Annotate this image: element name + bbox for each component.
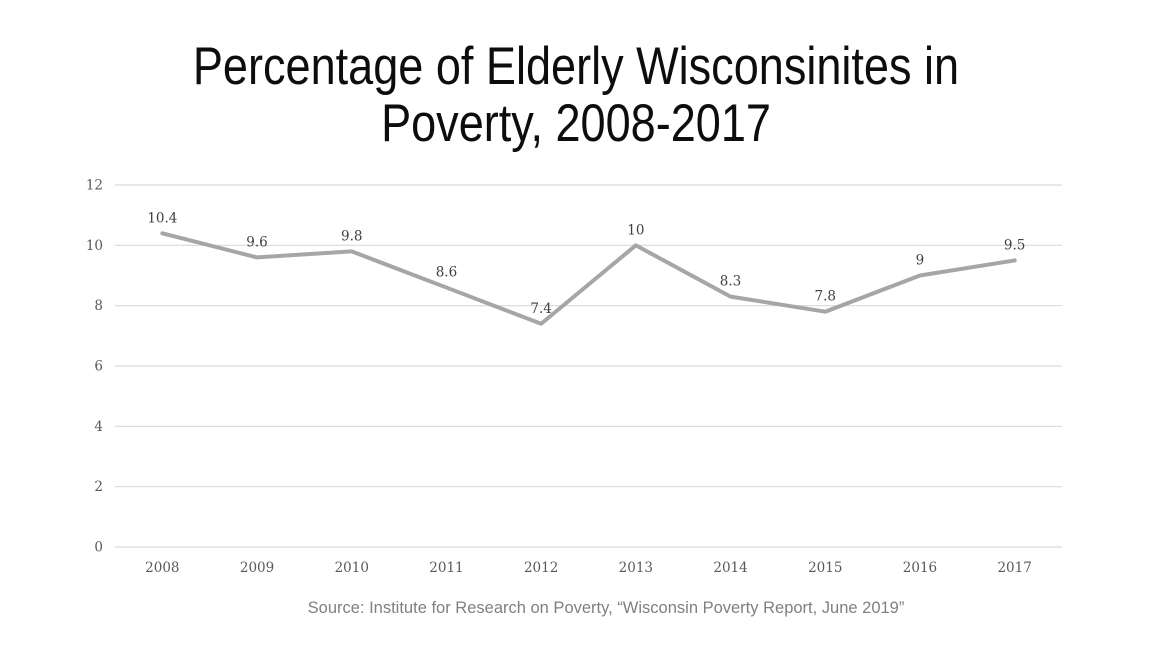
data-point-label: 8.3	[720, 274, 741, 290]
data-point-label: 7.4	[530, 301, 551, 317]
y-axis-tick-label: 6	[94, 359, 103, 375]
series-line	[160, 231, 1017, 326]
x-axis-tick-label: 2010	[335, 560, 369, 576]
x-axis-tick-label: 2013	[619, 560, 653, 576]
y-axis-tick-label: 2	[94, 479, 103, 495]
chart-title-line-1: Percentage of Elderly Wisconsinites in	[192, 37, 960, 96]
x-axis-tick-label: 2011	[429, 560, 463, 576]
x-axis-tick-label: 2014	[713, 560, 747, 576]
data-point-label: 9.5	[1004, 237, 1025, 253]
y-axis-tick-label: 12	[86, 178, 103, 194]
y-axis-tick-label: 4	[94, 419, 103, 435]
source-note: Source: Institute for Research on Povert…	[307, 599, 905, 617]
x-axis-tick-label: 2009	[240, 560, 274, 576]
x-axis-tick-label: 2012	[524, 560, 558, 576]
x-axis-tick-label: 2017	[997, 560, 1031, 576]
data-point-label: 7.8	[815, 289, 836, 305]
data-point-label: 9	[916, 253, 925, 269]
y-axis-tick-label: 0	[94, 540, 103, 556]
x-axis-tick-label: 2015	[808, 560, 842, 576]
y-axis-tick-label: 8	[94, 298, 103, 314]
data-point-label: 9.6	[246, 234, 267, 250]
chart-title-line-2: Poverty, 2008-2017	[381, 94, 771, 153]
data-point-label: 10.4	[147, 210, 177, 226]
x-axis-tick-label: 2016	[903, 560, 937, 576]
x-axis-tick-label: 2008	[145, 560, 179, 576]
data-point-label: 10	[627, 222, 644, 238]
chart-title: Percentage of Elderly Wisconsinites in P…	[86, 38, 1065, 152]
data-point-label: 8.6	[436, 265, 457, 281]
y-axis-tick-label: 10	[86, 238, 103, 254]
data-point-label: 9.8	[341, 228, 362, 244]
